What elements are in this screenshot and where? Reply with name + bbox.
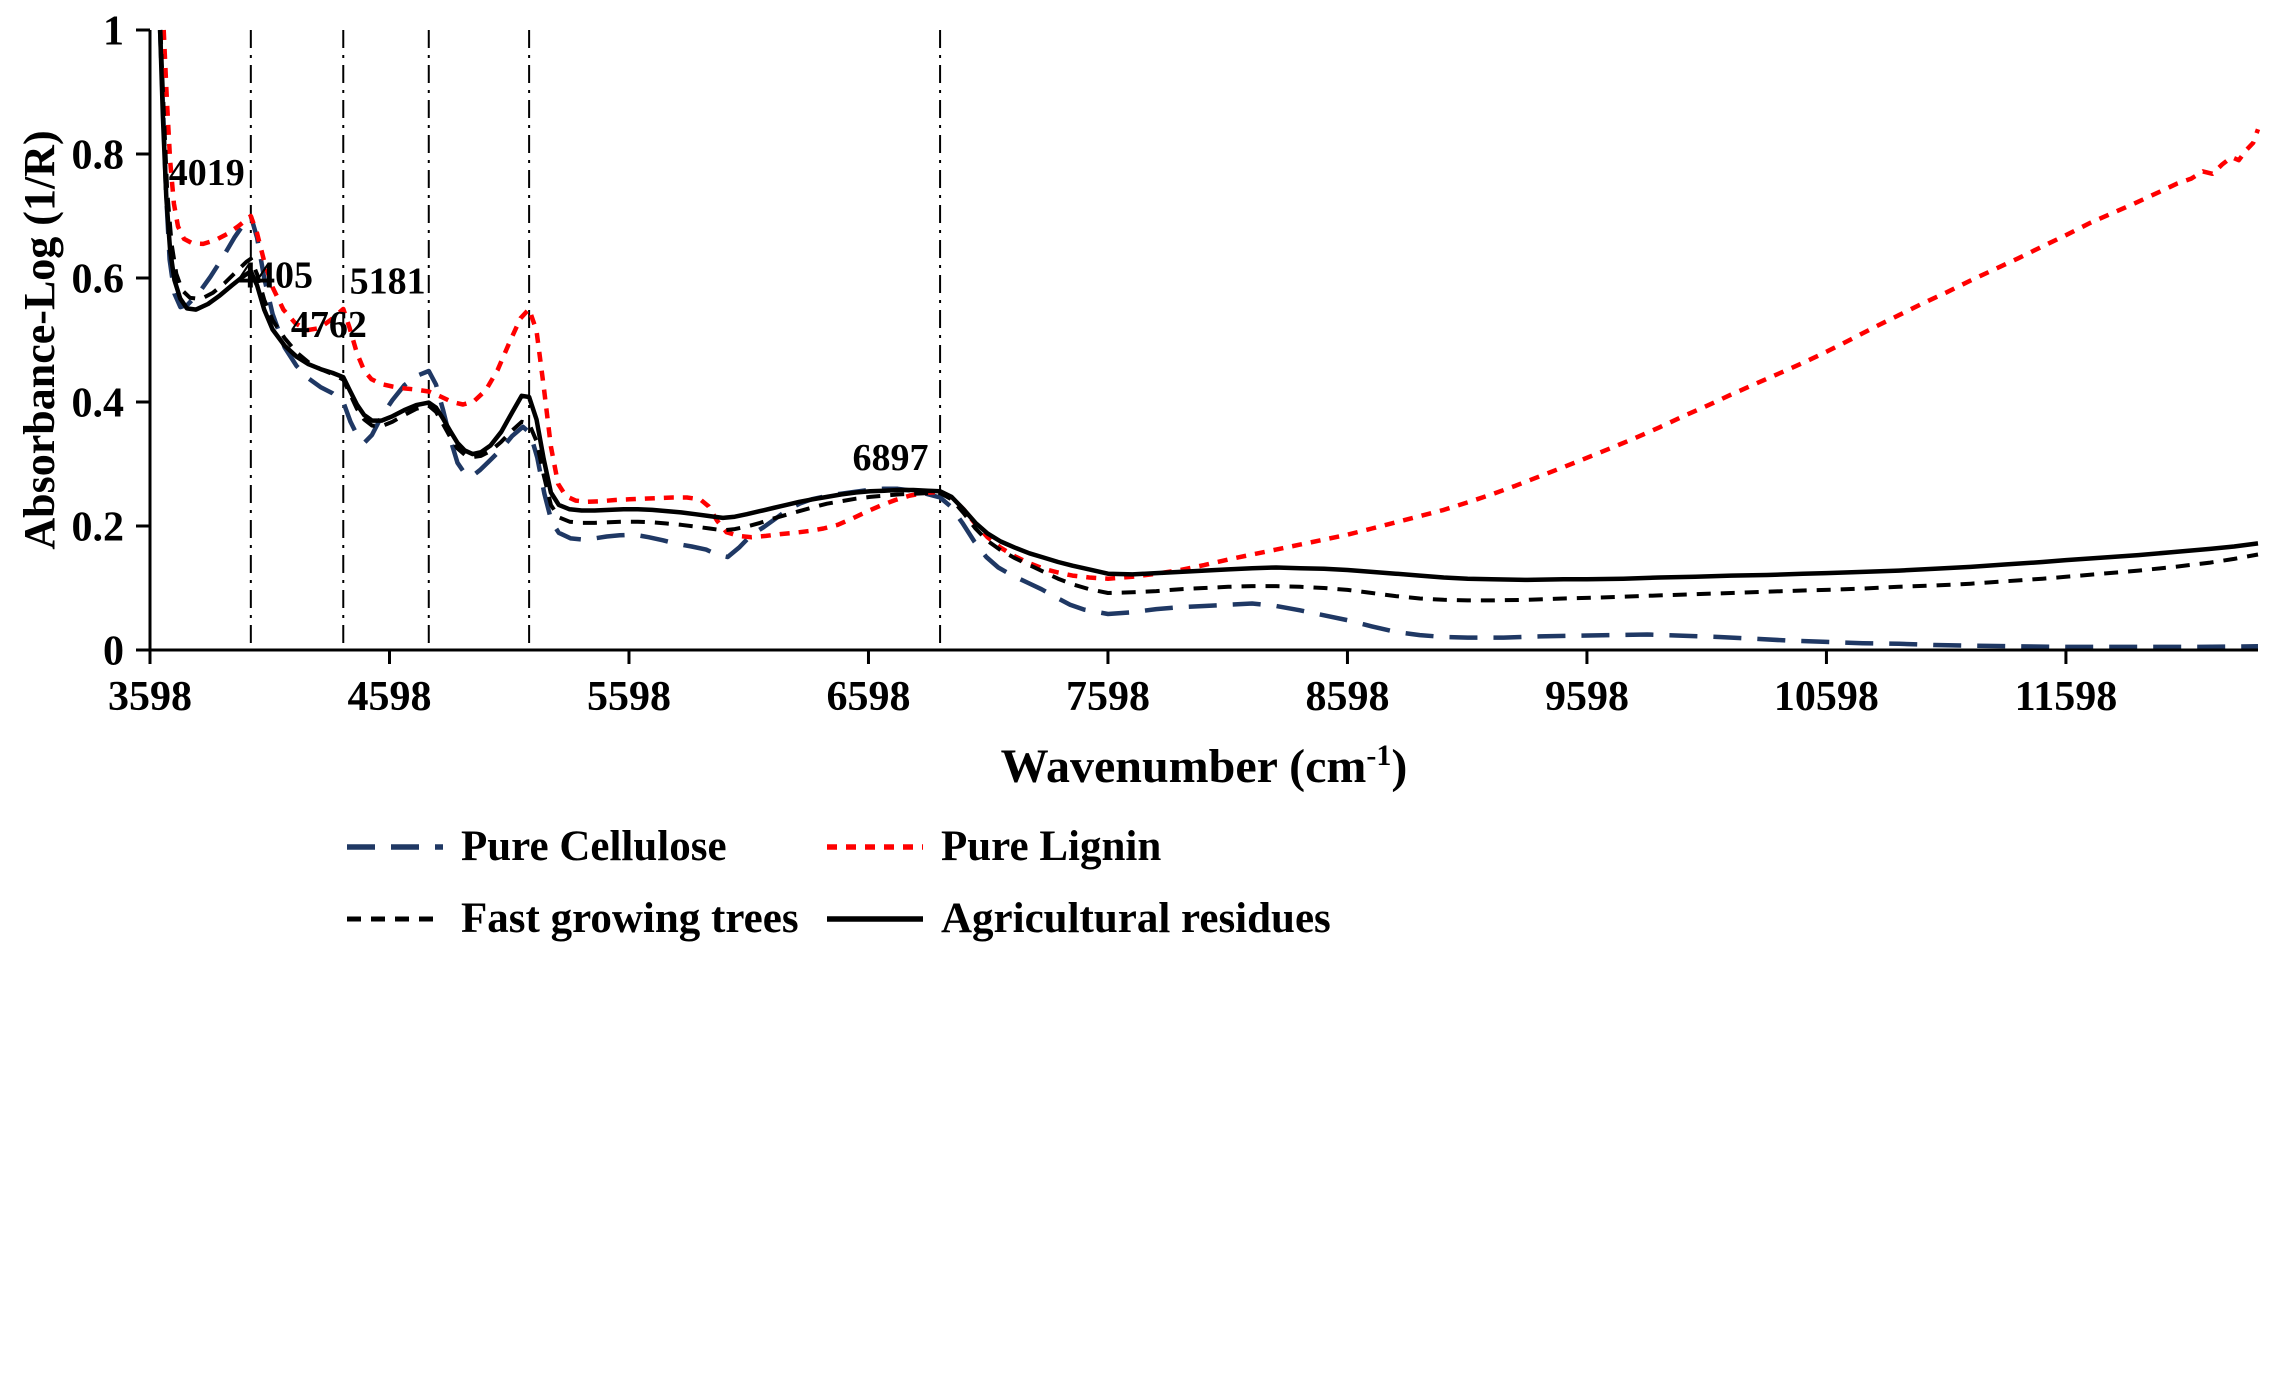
x-tick-label: 6598 <box>826 674 910 720</box>
peak-annotation: 4019 <box>169 152 245 194</box>
legend-swatch-fast-growing-trees <box>347 916 443 922</box>
series-line-3 <box>157 29 2259 583</box>
peak-annotation: 4762 <box>291 304 367 346</box>
legend-item-pure-lignin: Pure Lignin <box>825 822 1331 872</box>
peak-annotation: 5181 <box>350 261 426 303</box>
x-axis-title-suffix: ) <box>1391 740 1408 793</box>
x-tick-label: 5598 <box>587 674 671 720</box>
series-line-2 <box>158 29 2259 603</box>
y-tick-label: 0.2 <box>72 505 125 551</box>
legend-item-fast-growing-trees: Fast growing trees <box>345 894 825 944</box>
legend-label-agricultural-residues: Agricultural residues <box>941 895 1331 942</box>
legend-swatch-agricultural-residues <box>827 916 923 922</box>
legend-item-pure-cellulose: Pure Cellulose <box>345 822 825 872</box>
y-tick-label: 0 <box>103 629 124 675</box>
x-tick-label: 3598 <box>108 674 192 720</box>
peak-annotation: 6897 <box>853 437 929 479</box>
legend: Pure Cellulose Pure Lignin Fast growing … <box>345 822 1331 944</box>
legend-label-pure-cellulose: Pure Cellulose <box>461 823 727 870</box>
legend-swatch-pure-cellulose <box>347 844 443 850</box>
peak-annotation: 4405 <box>237 254 313 296</box>
y-tick-label: 0.6 <box>72 257 125 303</box>
x-tick-label: 11598 <box>2015 674 2118 720</box>
y-tick-label: 0.8 <box>72 133 125 179</box>
x-axis-title: Wavenumber (cm-1) <box>150 728 2258 795</box>
legend-item-agricultural-residues: Agricultural residues <box>825 894 1331 944</box>
x-tick-label: 7598 <box>1066 674 1150 720</box>
x-tick-label: 4598 <box>347 674 431 720</box>
x-tick-label: 10598 <box>1774 674 1879 720</box>
y-tick-label: 1 <box>103 9 124 55</box>
x-axis-title-text: Wavenumber (cm <box>1000 740 1367 793</box>
legend-label-fast-growing-trees: Fast growing trees <box>461 895 799 942</box>
series-line-1 <box>161 29 2261 581</box>
legend-label-pure-lignin: Pure Lignin <box>941 823 1162 870</box>
x-axis-title-superscript: -1 <box>1366 739 1392 772</box>
y-tick-label: 0.4 <box>72 381 125 427</box>
series-line-0 <box>157 29 2259 650</box>
x-tick-label: 8598 <box>1305 674 1389 720</box>
legend-swatch-pure-lignin <box>827 844 923 850</box>
spectra-chart: 0 0.2 0.4 0.6 0.8 1 3598 4598 5598 6598 7598 8598 95… <box>72 9 2261 720</box>
x-tick-label: 9598 <box>1545 674 1629 720</box>
